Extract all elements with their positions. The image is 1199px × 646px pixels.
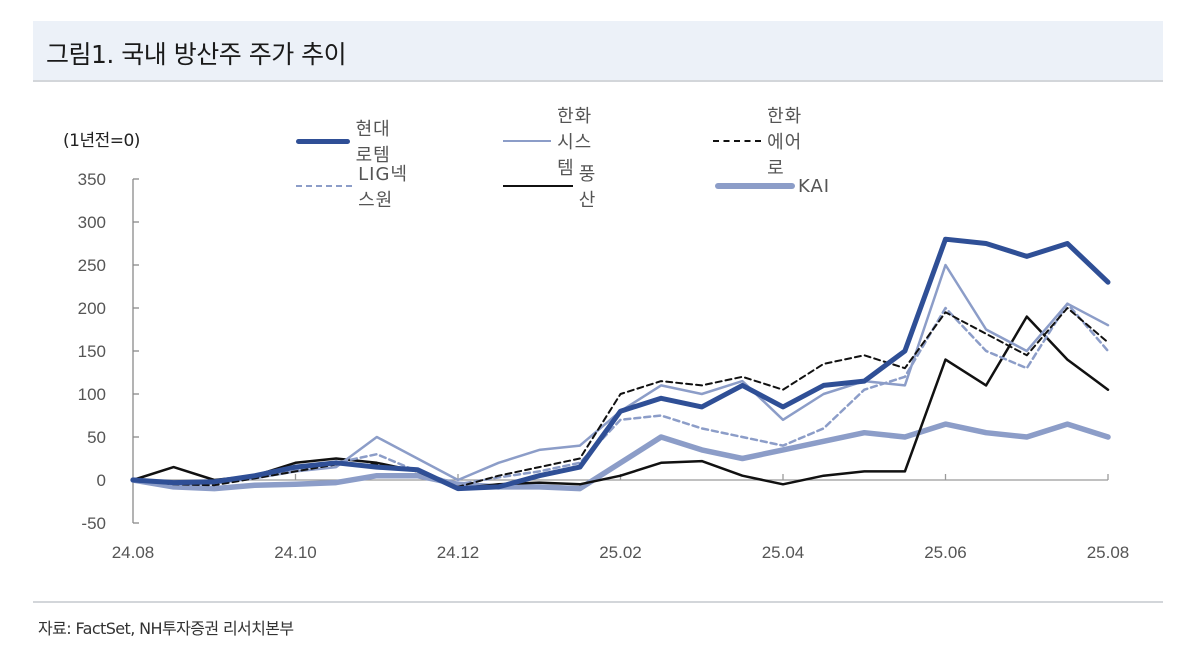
series-line bbox=[131, 315, 1110, 490]
legend-swatch-icon bbox=[715, 183, 795, 189]
legend-label: 현대로템 bbox=[355, 119, 391, 166]
legend-item-hanwha-aero: 한화에어로 bbox=[713, 106, 819, 179]
legend-item-kai: KAI bbox=[715, 175, 830, 197]
x-tick-label: 24.08 bbox=[112, 543, 155, 562]
y-tick-label: 150 bbox=[78, 342, 106, 361]
series-line bbox=[130, 236, 1111, 492]
legend-label: LIG넥스원 bbox=[358, 164, 408, 211]
source-note: 자료: FactSet, NH투자증권 리서치본부 bbox=[38, 619, 294, 638]
figure-title: 그림1. 국내 방산주 주가 추이 bbox=[46, 40, 347, 69]
series-line bbox=[131, 302, 1110, 486]
chart-axes: 350 300 250 200 150 100 50 0 -50 24.08 24.10 24.12 2… bbox=[78, 170, 1130, 562]
legend-swatch-icon bbox=[503, 185, 573, 187]
series-line bbox=[130, 421, 1111, 492]
x-tick-label: 25.08 bbox=[1087, 543, 1130, 562]
chart-series bbox=[130, 236, 1111, 492]
y-tick-label: 100 bbox=[78, 385, 106, 404]
y-tick-label: 350 bbox=[78, 170, 106, 189]
legend-label: 한화에어로 bbox=[767, 106, 803, 179]
figure-title-band: 그림1. 국내 방산주 주가 추이 bbox=[33, 21, 1163, 82]
series-line bbox=[132, 307, 1109, 488]
legend-item-hyundai-rotem: 현대로템 bbox=[296, 119, 402, 166]
x-tick-label: 25.06 bbox=[924, 543, 967, 562]
legend-item-hanwha-systems: 한화시스템 bbox=[503, 106, 609, 179]
y-tick-label: 250 bbox=[78, 256, 106, 275]
legend-label: 한화시스템 bbox=[557, 106, 593, 179]
legend-swatch-icon bbox=[713, 140, 762, 142]
x-tick-label: 25.02 bbox=[599, 543, 642, 562]
y-tick-label: 200 bbox=[78, 299, 106, 318]
y-tick-label: 0 bbox=[97, 471, 106, 490]
y-axis-unit-label: (1년전=0) bbox=[63, 131, 140, 151]
y-tick-label: -50 bbox=[81, 514, 106, 533]
legend-item-lig-nex1: LIG넥스원 bbox=[296, 164, 416, 211]
x-tick-label: 25.04 bbox=[762, 543, 805, 562]
series-line bbox=[131, 263, 1110, 486]
legend-swatch-icon bbox=[503, 140, 552, 142]
legend-item-poongsan: 풍산 bbox=[503, 164, 609, 211]
legend-swatch-icon bbox=[296, 138, 350, 144]
x-tick-label: 24.12 bbox=[437, 543, 480, 562]
y-tick-label: 50 bbox=[87, 428, 106, 447]
legend-label: 풍산 bbox=[578, 164, 597, 211]
y-tick-label: 300 bbox=[78, 213, 106, 232]
x-tick-label: 24.10 bbox=[274, 543, 317, 562]
footer-divider bbox=[33, 601, 1163, 603]
legend-swatch-icon bbox=[296, 185, 353, 187]
legend-label: KAI bbox=[798, 175, 831, 197]
